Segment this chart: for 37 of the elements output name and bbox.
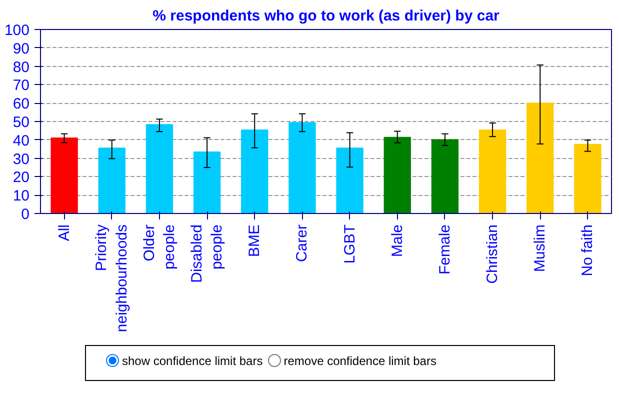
- bar: [431, 139, 459, 214]
- bar: [384, 136, 411, 214]
- y-tick-label: 40: [12, 132, 30, 150]
- x-tick-label: Priority neighbourhoods: [93, 224, 131, 332]
- bar: [193, 152, 221, 214]
- x-tick-label: Muslim: [532, 224, 549, 272]
- x-tick-label: No faith: [579, 224, 596, 276]
- y-tick-label: 50: [12, 114, 30, 131]
- bar: [288, 122, 316, 214]
- x-tick-label: All: [56, 224, 73, 242]
- y-tick-label: 10: [12, 188, 30, 205]
- bar: [478, 129, 506, 214]
- text: show confidence limit bars: [122, 354, 263, 368]
- chart-title: % respondents who go to work (as driver) by car: [152, 8, 500, 24]
- y-tick-label: 70: [12, 77, 30, 94]
- x-tick-label: Older people: [140, 224, 178, 270]
- y-tick-label: 30: [12, 150, 30, 168]
- y-tick-label: 20: [12, 169, 30, 186]
- bar: [98, 148, 126, 214]
- text: remove confidence limit bars: [284, 354, 436, 368]
- bar: [574, 144, 602, 214]
- bar: [50, 138, 78, 214]
- y-tick-label: 80: [12, 58, 30, 76]
- bar: [526, 102, 554, 214]
- y-tick-label: 0: [21, 206, 30, 223]
- y-tick-label: 90: [12, 40, 30, 58]
- bar: [146, 124, 174, 214]
- bar: [241, 129, 268, 214]
- bar: [336, 148, 364, 214]
- x-tick-label: Christian: [484, 224, 502, 284]
- y-tick-label: 60: [12, 96, 30, 113]
- y-tick-label: 100: [4, 22, 30, 39]
- x-tick-label: BME: [246, 224, 264, 258]
- x-tick-label: Male: [388, 224, 406, 258]
- x-tick-label: Female: [436, 224, 454, 275]
- x-tick-label: Carer: [294, 224, 311, 262]
- x-tick-label: LGBT: [341, 224, 358, 264]
